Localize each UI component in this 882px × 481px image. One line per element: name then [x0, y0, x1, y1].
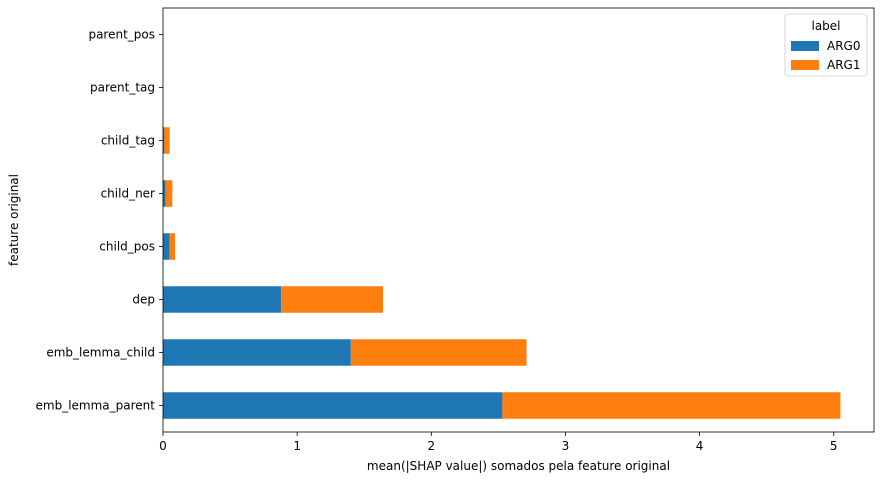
legend-label-arg1: ARG1 — [827, 58, 860, 72]
y-tick-label: parent_tag — [90, 81, 155, 95]
bar-arg1-child-pos — [169, 233, 176, 260]
y-tick-label: child_ner — [101, 187, 155, 201]
bar-arg1-emb-lemma-child — [350, 339, 527, 366]
x-axis-label: mean(|SHAP value|) somados pela feature … — [367, 459, 670, 473]
bar-arg1-child-ner — [165, 180, 173, 207]
bar-arg0-emb-lemma-parent — [163, 392, 503, 419]
x-tick-label: 4 — [696, 439, 704, 453]
y-tick-label: parent_pos — [88, 28, 155, 42]
y-tick-label: emb_lemma_parent — [36, 399, 156, 413]
x-tick-label: 5 — [830, 439, 838, 453]
y-tick-label: emb_lemma_child — [46, 346, 155, 360]
legend-swatch-arg0 — [791, 41, 819, 51]
bar-arg0-child-ner — [163, 180, 166, 207]
bar-arg0-dep — [163, 286, 282, 313]
bar-arg1-dep — [281, 286, 384, 313]
x-tick-label: 2 — [427, 439, 435, 453]
legend-title: label — [811, 19, 840, 33]
x-ticks-group: 0 1 2 3 4 5 — [159, 432, 838, 453]
plot-frame — [162, 7, 875, 433]
bar-arg0-child-pos — [163, 233, 170, 260]
legend: label ARG0 ARG1 — [784, 13, 868, 77]
bar-arg1-emb-lemma-parent — [502, 392, 841, 419]
x-tick-label: 3 — [562, 439, 570, 453]
x-tick-label: 1 — [293, 439, 301, 453]
legend-items: ARG0 ARG1 — [791, 39, 860, 72]
bars-group — [163, 127, 841, 419]
bar-arg0-child-tag — [163, 127, 165, 154]
y-tick-label: child_tag — [101, 134, 155, 148]
y-tick-label: dep — [132, 293, 155, 307]
y-tick-label: child_pos — [99, 240, 155, 254]
y-axis-label: feature original — [7, 174, 21, 266]
x-tick-label: 0 — [159, 439, 167, 453]
y-ticks-group: emb_lemma_parent emb_lemma_child dep child_… — [36, 28, 163, 413]
bar-arg0-emb-lemma-child — [163, 339, 351, 366]
legend-label-arg0: ARG0 — [827, 39, 860, 53]
bar-arg1-child-tag — [164, 127, 170, 154]
legend-swatch-arg1 — [791, 60, 819, 70]
